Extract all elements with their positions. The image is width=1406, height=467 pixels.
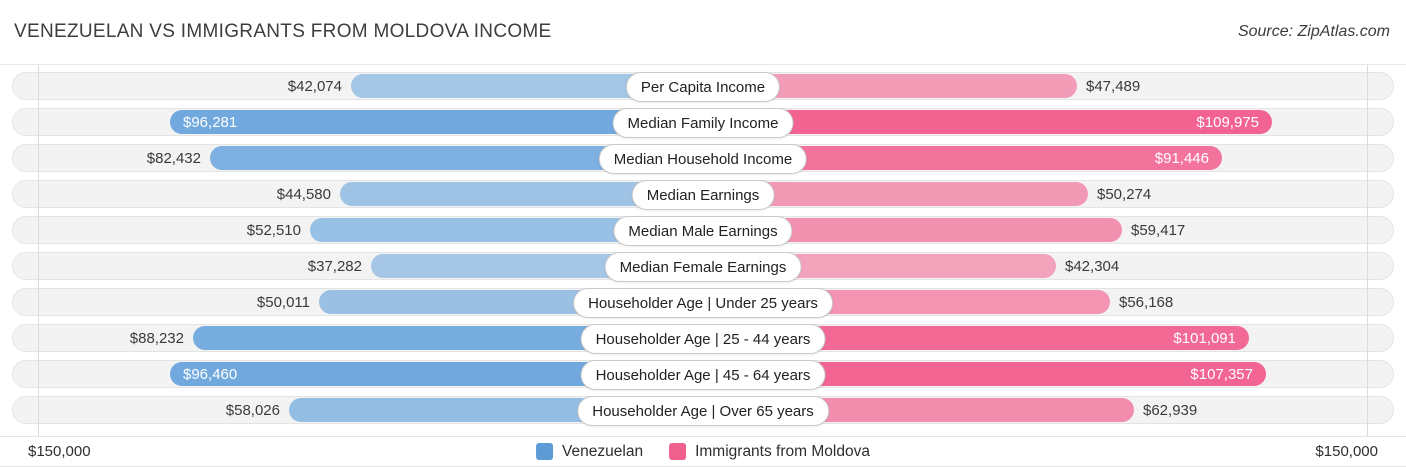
legend-label: Immigrants from Moldova — [695, 442, 870, 460]
chart-row: $58,026 $62,939 Householder Age | Over 65 … — [12, 396, 1394, 426]
legend-swatch-moldova — [669, 443, 687, 460]
moldova-value-label: $42,304 — [1065, 257, 1120, 275]
chart-header: VENEZUELAN VS IMMIGRANTS FROM MOLDOVA IN… — [0, 0, 1406, 64]
chart-plot-area: $42,074 $47,489 Per Capita Income $96,281 $1… — [0, 64, 1406, 436]
legend-swatch-venezuelan — [536, 443, 554, 460]
moldova-bar — [703, 110, 1273, 134]
chart-row: $50,011 $56,168 Householder Age | Under 25… — [12, 288, 1394, 318]
moldova-value-label: $47,489 — [1086, 77, 1141, 95]
chart-row: $88,232 $101,091 Householder Age | 25 - 44… — [12, 324, 1394, 354]
category-label-pill: Median Female Earnings — [604, 252, 802, 282]
legend-label: Venezuelan — [562, 442, 644, 460]
chart-row: $37,282 $42,304 Median Female Earnings — [12, 252, 1394, 282]
axis-gridline-left — [38, 65, 39, 436]
legend-item-venezuelan: Venezuelan — [536, 443, 643, 461]
category-label-pill: Householder Age | 45 - 64 years — [580, 360, 826, 390]
venezuelan-value-label: $82,432 — [146, 149, 201, 167]
moldova-value-label: $109,975 — [1196, 113, 1259, 131]
moldova-value-label: $59,417 — [1131, 221, 1186, 239]
venezuelan-value-label: $50,011 — [256, 293, 310, 311]
venezuelan-value-label: $42,074 — [287, 77, 342, 95]
axis-label-right: $150,000 — [1315, 443, 1378, 460]
legend-item-moldova: Immigrants from Moldova — [669, 443, 870, 461]
chart-rows: $42,074 $47,489 Per Capita Income $96,281 $1… — [0, 72, 1406, 426]
chart-footer: $150,000 Venezuelan Immigrants from Mold… — [0, 436, 1406, 467]
category-label-pill: Householder Age | Under 25 years — [573, 288, 833, 318]
moldova-value-label: $56,168 — [1119, 293, 1174, 311]
chart-row: $44,580 $50,274 Median Earnings — [12, 180, 1394, 210]
category-label-pill: Median Earnings — [631, 180, 775, 210]
chart-title: VENEZUELAN VS IMMIGRANTS FROM MOLDOVA IN… — [14, 21, 552, 42]
category-label-pill: Householder Age | Over 65 years — [577, 396, 829, 426]
category-label-pill: Median Household Income — [598, 144, 808, 174]
venezuelan-value-label: $37,282 — [307, 257, 362, 275]
venezuelan-value-label: $96,281 — [183, 113, 238, 131]
category-label-pill: Per Capita Income — [625, 72, 781, 102]
category-label-pill: Householder Age | 25 - 44 years — [580, 324, 826, 354]
axis-gridline-right — [1367, 65, 1368, 436]
chart-row: $82,432 $91,446 Median Household Income — [12, 144, 1394, 174]
category-label-pill: Median Male Earnings — [613, 216, 793, 246]
venezuelan-value-label: $52,510 — [246, 221, 301, 239]
moldova-value-label: $107,357 — [1190, 365, 1253, 383]
venezuelan-value-label: $96,460 — [183, 365, 238, 383]
chart-row: $42,074 $47,489 Per Capita Income — [12, 72, 1394, 102]
legend: Venezuelan Immigrants from Moldova — [536, 437, 870, 466]
venezuelan-value-label: $58,026 — [225, 401, 280, 419]
moldova-value-label: $91,446 — [1154, 149, 1209, 167]
venezuelan-value-label: $88,232 — [129, 329, 184, 347]
category-label-pill: Median Family Income — [612, 108, 794, 138]
axis-label-left: $150,000 — [28, 443, 91, 460]
source-attribution: Source: ZipAtlas.com — [1237, 23, 1390, 40]
chart-row: $96,460 $107,357 Householder Age | 45 - 64… — [12, 360, 1394, 390]
venezuelan-value-label: $44,580 — [276, 185, 331, 203]
moldova-value-label: $62,939 — [1143, 401, 1198, 419]
moldova-value-label: $101,091 — [1173, 329, 1236, 347]
moldova-value-label: $50,274 — [1097, 185, 1152, 203]
chart-row: $52,510 $59,417 Median Male Earnings — [12, 216, 1394, 246]
chart-row: $96,281 $109,975 Median Family Income — [12, 108, 1394, 138]
